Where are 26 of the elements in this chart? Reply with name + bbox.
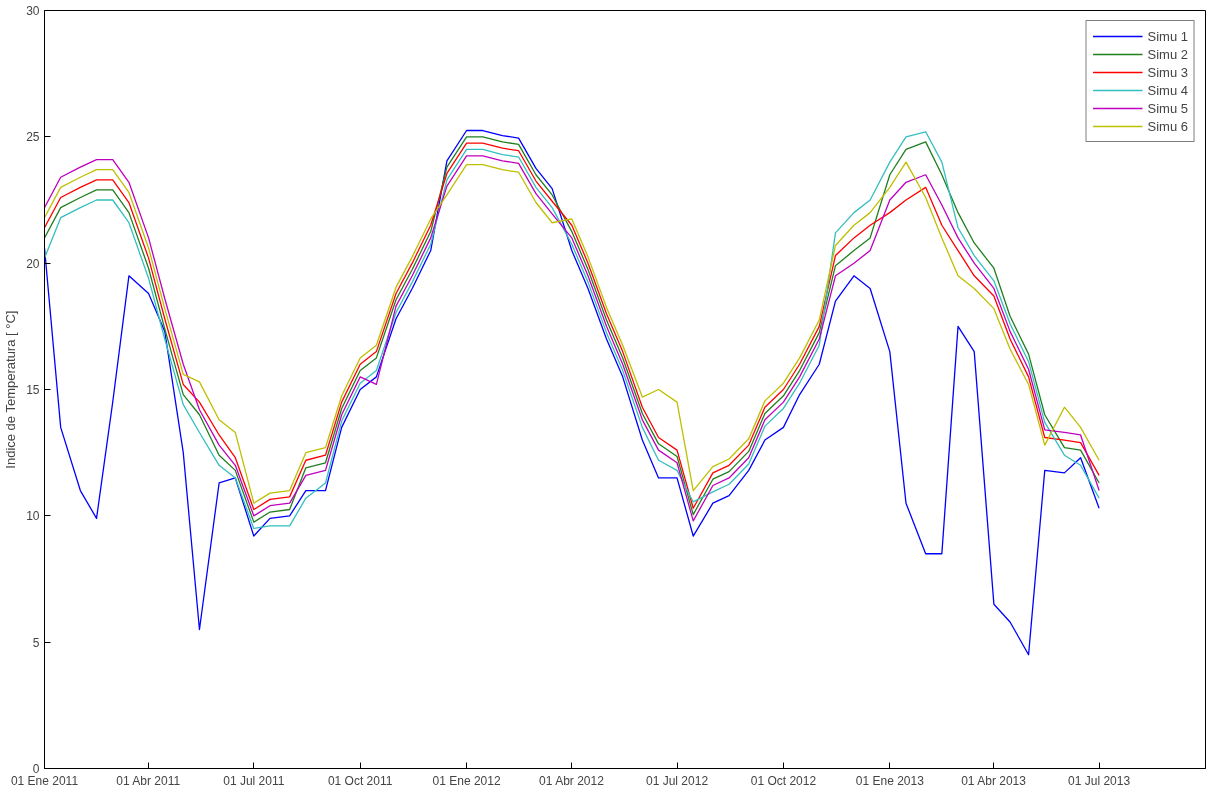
line-series [44, 129, 1100, 656]
y-tick-label: 5 [32, 635, 40, 650]
y-tick-label: 0 [32, 762, 40, 776]
x-tick-label: 01 Oct 2012 [750, 773, 817, 788]
x-tick-label: 01 Abr 2012 [539, 773, 605, 788]
y-tick-label: 15 [26, 383, 40, 397]
x-tick-label: 01 Jul 2013 [1068, 773, 1131, 788]
legend-label: Simu 6 [1147, 117, 1188, 135]
y-tick-label: 20 [26, 256, 40, 271]
y-axis-title: Indice de Temperatura [ °C] [3, 310, 19, 469]
x-tick-label: 01 Oct 2011 [327, 773, 393, 788]
x-tick-label: 01 Ene 2013 [855, 773, 925, 788]
y-tick-label: 30 [26, 4, 40, 18]
legend-label: Simu 3 [1147, 63, 1188, 81]
legend-label: Simu 4 [1147, 81, 1188, 99]
x-tick-label: 01 Jul 2011 [223, 773, 285, 788]
x-tick-label: 01 Ene 2011 [10, 773, 79, 788]
x-tick-label: 01 Abr 2011 [116, 773, 181, 788]
legend-label: Simu 2 [1147, 45, 1188, 63]
x-tick-label: 01 Jul 2012 [646, 773, 709, 788]
legend-label: Simu 5 [1147, 99, 1188, 117]
legend-label: Simu 1 [1147, 27, 1188, 45]
y-tick-label: 25 [26, 130, 40, 145]
x-tick-label: 01 Ene 2012 [432, 773, 501, 788]
x-tick-label: 01 Abr 2013 [961, 773, 1027, 788]
y-tick-label: 10 [26, 509, 40, 524]
